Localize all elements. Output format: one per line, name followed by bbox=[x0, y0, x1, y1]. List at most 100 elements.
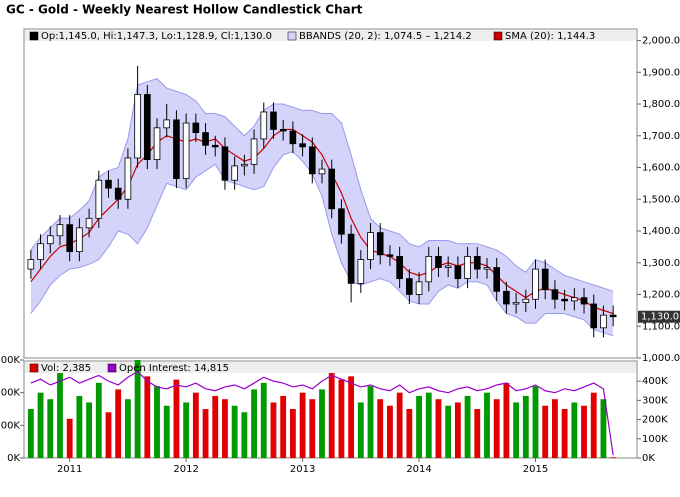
candle-body bbox=[347, 233, 355, 284]
candle-body bbox=[260, 111, 268, 140]
candle-body bbox=[600, 314, 607, 329]
volume-bar bbox=[561, 409, 568, 458]
volume-bar bbox=[144, 376, 151, 458]
candle-body bbox=[580, 297, 588, 305]
volume-bar bbox=[338, 379, 345, 458]
volume-bar bbox=[600, 399, 607, 458]
volume-bar bbox=[406, 409, 413, 458]
candle-body bbox=[435, 256, 442, 268]
candle-body bbox=[338, 208, 345, 235]
volume-bar bbox=[289, 409, 296, 458]
volume-bar bbox=[474, 409, 481, 458]
candle-body bbox=[85, 217, 93, 229]
candle-body bbox=[134, 94, 141, 159]
volume-bar bbox=[260, 382, 267, 458]
legend-marker bbox=[29, 363, 39, 373]
candle-body bbox=[202, 132, 209, 146]
x-tick-label: 2013 bbox=[290, 464, 315, 475]
candle-body bbox=[493, 267, 500, 292]
candle-body bbox=[512, 302, 520, 305]
volume-bar bbox=[532, 386, 539, 458]
y-tick-label: 0K bbox=[7, 453, 20, 464]
volume-bar bbox=[280, 395, 287, 458]
legend-marker bbox=[29, 31, 39, 41]
volume-bar bbox=[251, 389, 257, 458]
volume-bar bbox=[454, 402, 461, 458]
legend-marker bbox=[287, 31, 297, 41]
candle-body bbox=[211, 144, 219, 148]
chart-title: GC - Gold - Weekly Nearest Hollow Candle… bbox=[6, 3, 363, 17]
volume-bar bbox=[154, 386, 160, 458]
y-tick-label: 1,200.0 bbox=[642, 290, 680, 301]
candle-body bbox=[444, 265, 452, 268]
volume-bar bbox=[27, 409, 34, 458]
volume-bar bbox=[95, 382, 102, 458]
candle-body bbox=[609, 314, 617, 318]
bband-lower bbox=[30, 151, 614, 337]
candle-body bbox=[376, 232, 384, 256]
candle-body bbox=[532, 268, 539, 300]
volume-bar bbox=[47, 399, 54, 458]
candle-body bbox=[464, 256, 471, 280]
volume-bar bbox=[328, 373, 335, 458]
y-tick-label: 1,500.0 bbox=[642, 194, 680, 205]
legend-marker bbox=[107, 363, 117, 373]
volume-bar bbox=[115, 389, 122, 458]
volume-legend-strip bbox=[25, 362, 636, 373]
candle-body bbox=[27, 259, 35, 270]
candle-body bbox=[590, 303, 598, 329]
candle-body bbox=[250, 138, 258, 165]
y-tick-label: 1,300.0 bbox=[642, 258, 680, 269]
legend-label: Vol: 2,385 bbox=[41, 363, 91, 374]
volume-bar bbox=[86, 402, 92, 458]
volume-bar bbox=[66, 418, 73, 458]
y-tick-label: 100K bbox=[0, 420, 20, 431]
open-interest-line bbox=[30, 370, 614, 456]
y2-tick-label: 400K bbox=[642, 376, 668, 387]
volume-bar bbox=[124, 399, 131, 458]
candle-body bbox=[95, 179, 103, 219]
volume-bar bbox=[357, 402, 364, 458]
candle-body bbox=[37, 243, 44, 260]
y-tick-label: 1,800.0 bbox=[642, 99, 680, 110]
candle-body bbox=[571, 297, 578, 302]
volume-bar bbox=[542, 405, 549, 458]
y-tick-label: 1,000.0 bbox=[642, 353, 680, 364]
candle-body bbox=[318, 168, 326, 175]
candle-body bbox=[192, 122, 200, 133]
candle-body bbox=[270, 111, 277, 130]
legend-label: Open Interest: 14,815 bbox=[119, 363, 229, 374]
y-tick-label: 200K bbox=[0, 388, 20, 399]
candle-body bbox=[522, 298, 530, 303]
candle-body bbox=[173, 119, 180, 180]
candle-body bbox=[221, 146, 229, 181]
volume-bar bbox=[231, 405, 238, 458]
volume-bar bbox=[367, 386, 374, 458]
candle-body bbox=[561, 298, 568, 302]
volume-bar bbox=[105, 412, 112, 458]
candle-body bbox=[299, 143, 306, 148]
candle-body bbox=[406, 278, 413, 295]
volume-bar bbox=[425, 392, 432, 458]
y-tick-label: 2,000.0 bbox=[642, 36, 680, 47]
volume-bar bbox=[552, 399, 558, 458]
y2-tick-label: 0K bbox=[642, 453, 655, 464]
last-price-label: 1,130.0 bbox=[641, 312, 679, 323]
candle-body bbox=[56, 224, 64, 237]
y2-tick-label: 200K bbox=[642, 415, 668, 426]
volume-bar bbox=[464, 395, 471, 458]
volume-bar bbox=[173, 379, 180, 458]
volume-bar bbox=[513, 402, 520, 458]
candle-body bbox=[454, 265, 462, 280]
candle-body bbox=[76, 227, 83, 253]
candle-body bbox=[46, 235, 54, 245]
volume-bar bbox=[484, 392, 490, 458]
volume-bar bbox=[590, 392, 597, 458]
volume-bar bbox=[445, 405, 452, 458]
volume-bar bbox=[493, 399, 500, 458]
candle-body bbox=[279, 129, 287, 132]
candle-body bbox=[66, 224, 73, 253]
last-price-tag bbox=[638, 310, 680, 323]
candle-body bbox=[367, 232, 374, 260]
y2-tick-label: 100K bbox=[642, 434, 668, 445]
